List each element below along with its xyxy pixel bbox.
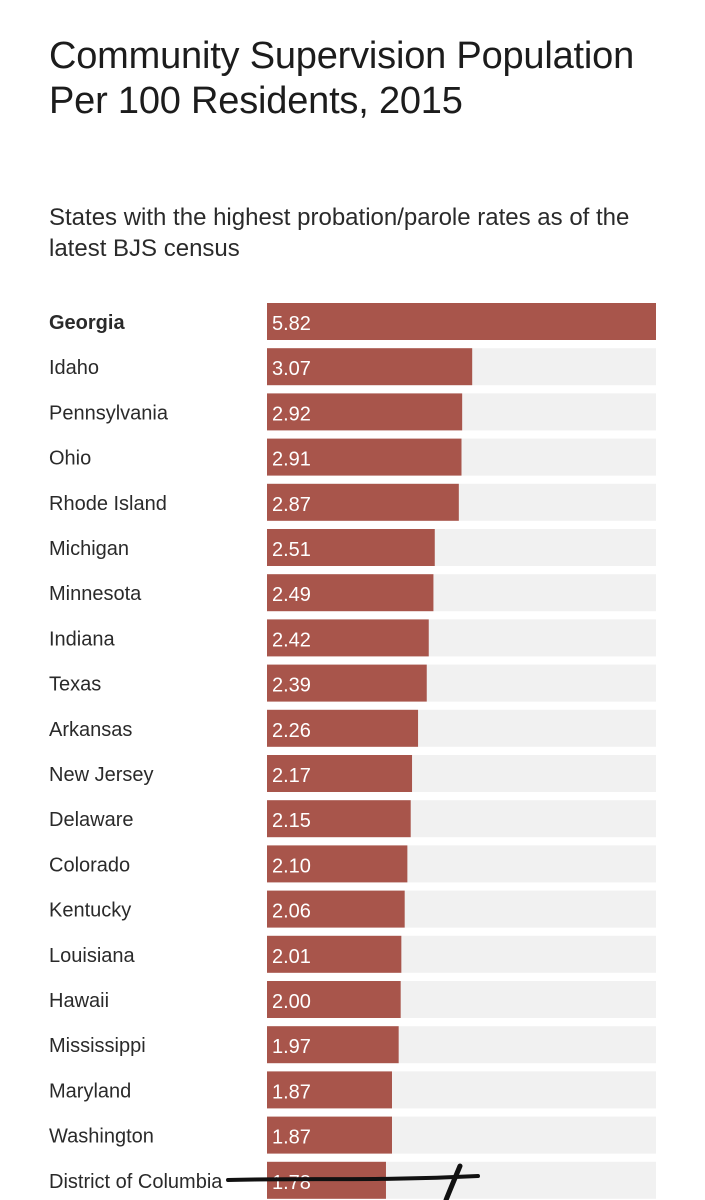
- bar-row: Pennsylvania 2.92: [49, 393, 656, 431]
- value-label: 2.06: [272, 901, 311, 923]
- bar-row: Delaware 2.15: [49, 800, 656, 838]
- bar-row: Louisiana 2.01: [49, 935, 656, 973]
- category-label: Michigan: [49, 538, 129, 560]
- bar-row: Colorado 2.10: [49, 845, 656, 883]
- category-label: Minnesota: [49, 583, 142, 605]
- category-label: Hawaii: [49, 990, 109, 1012]
- bar: [267, 483, 459, 521]
- bar: [267, 755, 413, 792]
- category-label: Louisiana: [49, 945, 136, 967]
- bar: [267, 574, 434, 612]
- value-label: 1.97: [272, 1036, 311, 1058]
- bar: [267, 438, 462, 476]
- category-label: Maryland: [49, 1080, 131, 1102]
- category-label: Arkansas: [49, 719, 132, 741]
- category-label: Georgia: [49, 312, 125, 334]
- bar-row: Washington 1.87: [49, 1116, 656, 1154]
- bar-row: Idaho 3.07: [49, 348, 656, 386]
- category-label: Colorado: [49, 854, 130, 876]
- category-label: Rhode Island: [49, 493, 167, 515]
- value-label: 1.78: [272, 1172, 311, 1194]
- bar: [267, 709, 419, 747]
- value-label: 3.07: [272, 358, 311, 380]
- bar-row: Maryland 1.87: [49, 1071, 656, 1109]
- category-label: Ohio: [49, 448, 91, 470]
- bar: [267, 664, 427, 702]
- bar: [267, 529, 435, 566]
- value-label: 2.39: [272, 675, 311, 697]
- bar: [267, 890, 405, 928]
- bar-row: Mississippi 1.97: [49, 1026, 656, 1064]
- bar-row: Georgia 5.82: [49, 303, 656, 340]
- bar-row: Minnesota 2.49: [49, 574, 656, 612]
- bar: [267, 981, 401, 1018]
- category-label: Mississippi: [49, 1035, 146, 1057]
- category-label: Indiana: [49, 628, 115, 650]
- value-label: 5.82: [272, 313, 311, 335]
- category-label: Pennsylvania: [49, 402, 169, 424]
- category-label: Texas: [49, 674, 101, 696]
- category-label: Washington: [49, 1126, 154, 1148]
- value-label: 2.00: [272, 991, 311, 1013]
- bar: [267, 303, 656, 340]
- value-label: 2.49: [272, 584, 311, 606]
- value-label: 2.17: [272, 765, 311, 787]
- value-label: 2.92: [272, 403, 311, 425]
- bar-row: Texas 2.39: [49, 664, 656, 702]
- bar: [267, 845, 408, 883]
- chart-title: Community Supervision Population Per 100…: [49, 35, 635, 122]
- value-label: 2.91: [272, 449, 311, 471]
- value-label: 2.01: [272, 946, 311, 968]
- value-label: 2.10: [272, 855, 311, 877]
- bar: [267, 800, 411, 838]
- category-label: Kentucky: [49, 900, 131, 922]
- value-label: 2.42: [272, 629, 311, 651]
- category-label: New Jersey: [49, 764, 153, 786]
- bar: [267, 619, 429, 657]
- value-label: 1.87: [272, 1127, 311, 1149]
- bar: [267, 1116, 392, 1154]
- bar: [267, 393, 463, 431]
- bar-row: Arkansas 2.26: [49, 709, 656, 747]
- category-label: District of Columbia: [49, 1171, 223, 1193]
- bar: [267, 1071, 392, 1109]
- value-label: 2.51: [272, 539, 311, 561]
- bar-row: Michigan 2.51: [49, 529, 656, 566]
- bar-row: New Jersey 2.17: [49, 755, 656, 792]
- bar-row: Ohio 2.91: [49, 438, 656, 476]
- value-label: 2.15: [272, 810, 311, 832]
- bar: [267, 935, 402, 973]
- bar-row: Hawaii 2.00: [49, 981, 656, 1018]
- bar-row: Rhode Island 2.87: [49, 483, 656, 521]
- bar-row: Indiana 2.42: [49, 619, 656, 657]
- category-label: Idaho: [49, 357, 99, 379]
- bar: [267, 348, 473, 386]
- bar: [267, 1026, 399, 1064]
- value-label: 2.26: [272, 720, 311, 742]
- category-label: Delaware: [49, 809, 133, 831]
- value-label: 2.87: [272, 494, 311, 516]
- value-label: 1.87: [272, 1081, 311, 1103]
- bar-row: District of Columbia 1.78: [49, 1161, 656, 1199]
- bar-row: Kentucky 2.06: [49, 890, 656, 928]
- chart-subtitle: States with the highest probation/parole…: [49, 204, 630, 262]
